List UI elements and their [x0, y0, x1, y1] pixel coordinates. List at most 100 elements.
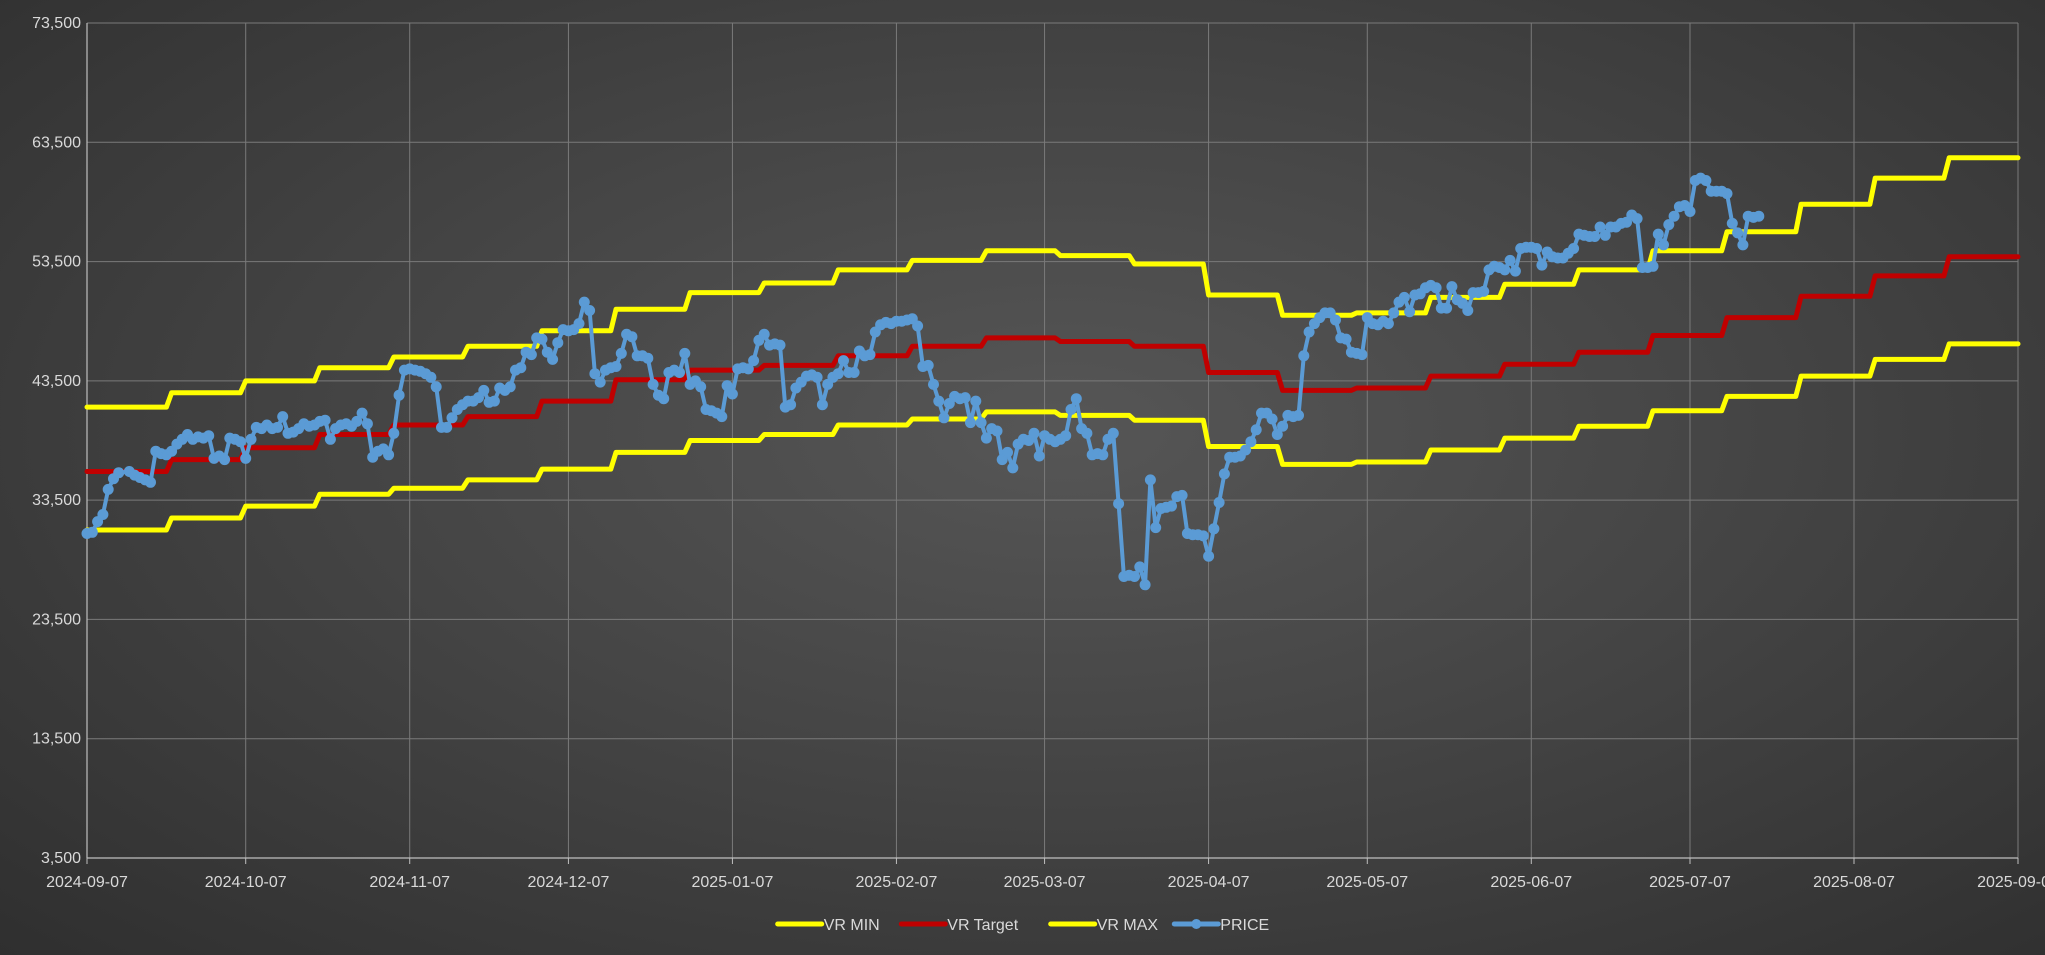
data-point: [1499, 264, 1511, 276]
x-tick-label: 2025-09-07: [1977, 874, 2045, 891]
data-point: [959, 392, 971, 404]
data-point: [1658, 239, 1669, 251]
data-point: [1340, 333, 1352, 345]
data-point: [922, 359, 934, 371]
data-point: [1478, 285, 1490, 297]
data-point: [1298, 350, 1310, 362]
data-point: [113, 467, 125, 479]
data-point: [86, 526, 98, 538]
data-point: [991, 425, 1003, 437]
data-point: [933, 395, 945, 407]
data-point: [1446, 281, 1458, 293]
data-point: [928, 378, 939, 390]
data-point: [1531, 243, 1543, 254]
data-point: [488, 395, 500, 407]
data-point: [515, 362, 527, 374]
x-tick-label: 2024-12-07: [528, 874, 610, 891]
x-tick-label: 2025-05-07: [1326, 874, 1408, 891]
x-tick-label: 2025-08-07: [1813, 874, 1895, 891]
data-point: [615, 347, 627, 359]
data-point: [679, 347, 691, 359]
data-point: [1070, 393, 1082, 405]
data-point: [547, 353, 559, 365]
x-tick-label: 2025-04-07: [1168, 874, 1250, 891]
data-point: [234, 436, 246, 448]
legend-item: PRICE: [1171, 917, 1269, 934]
series-vr-target: [84, 254, 2021, 474]
y-tick-label: 23,500: [32, 611, 81, 628]
data-point: [1700, 175, 1712, 186]
series-line: [85, 176, 1761, 587]
data-point: [1647, 260, 1659, 272]
data-point: [1203, 550, 1215, 562]
data-point: [203, 430, 215, 442]
data-point: [1134, 561, 1146, 573]
data-point: [965, 417, 976, 429]
data-point: [573, 318, 585, 330]
x-tick-label: 2024-11-07: [369, 874, 450, 891]
data-point: [578, 296, 590, 308]
data-point: [446, 412, 458, 424]
data-point: [504, 381, 516, 393]
x-tick-label: 2025-03-07: [1004, 874, 1086, 891]
legend: VR MIN VR Target VR MAX PRICE: [775, 917, 1269, 934]
data-point: [145, 476, 156, 488]
data-point: [1721, 188, 1733, 200]
data-point: [525, 349, 537, 361]
tick-labels: 3,500 13,500 23,500 33,500 43,500 53,500 63,50…: [32, 15, 2045, 891]
data-point: [980, 432, 992, 444]
y-tick-label: 43,500: [32, 373, 81, 390]
data-point: [1737, 239, 1749, 251]
data-point: [811, 371, 823, 383]
data-point: [626, 331, 638, 343]
data-point: [594, 376, 606, 388]
data-point: [1277, 420, 1289, 432]
data-point: [774, 339, 786, 351]
axes: [86, 23, 2019, 864]
data-point: [1356, 349, 1368, 361]
data-point: [1441, 302, 1453, 314]
y-tick-label: 63,500: [32, 134, 81, 151]
data-point: [1382, 318, 1394, 330]
data-point: [1266, 413, 1278, 425]
data-point: [430, 381, 442, 393]
data-point: [1303, 326, 1315, 338]
legend-item: VR Target: [898, 917, 1019, 934]
legend-label: VR MAX: [1097, 917, 1159, 934]
data-point: [1388, 307, 1400, 319]
series-vr-min: [84, 341, 2021, 533]
data-point: [1330, 314, 1341, 326]
legend-label: VR MIN: [824, 917, 880, 934]
series-vr-max: [84, 155, 2021, 410]
data-point: [272, 421, 283, 433]
data-point: [1033, 450, 1045, 462]
data-point: [1684, 206, 1696, 217]
data-point: [1208, 523, 1220, 535]
x-tick-label: 2024-10-07: [205, 874, 287, 891]
data-point: [1536, 259, 1548, 271]
data-point: [383, 449, 395, 461]
legend-label: VR Target: [947, 917, 1018, 934]
data-point: [361, 418, 373, 430]
data-point: [584, 305, 596, 316]
data-point: [1097, 449, 1109, 461]
x-tick-label: 2024-09-07: [46, 874, 128, 891]
x-tick-label: 2025-02-07: [856, 874, 938, 891]
data-point: [1113, 498, 1125, 510]
data-point: [1568, 243, 1580, 254]
data-point: [1139, 579, 1151, 591]
data-point: [1631, 213, 1643, 225]
data-point: [356, 407, 368, 419]
data-point: [388, 427, 400, 439]
legend-item: VR MIN: [775, 917, 880, 934]
data-point: [642, 352, 654, 364]
data-point: [1462, 305, 1474, 316]
data-point: [1197, 530, 1209, 542]
data-point: [1430, 282, 1442, 294]
data-point: [838, 355, 849, 367]
y-tick-label: 33,500: [32, 492, 81, 509]
data-point: [552, 337, 564, 349]
data-point: [716, 411, 728, 423]
data-point: [1652, 228, 1664, 240]
data-point: [970, 395, 982, 407]
